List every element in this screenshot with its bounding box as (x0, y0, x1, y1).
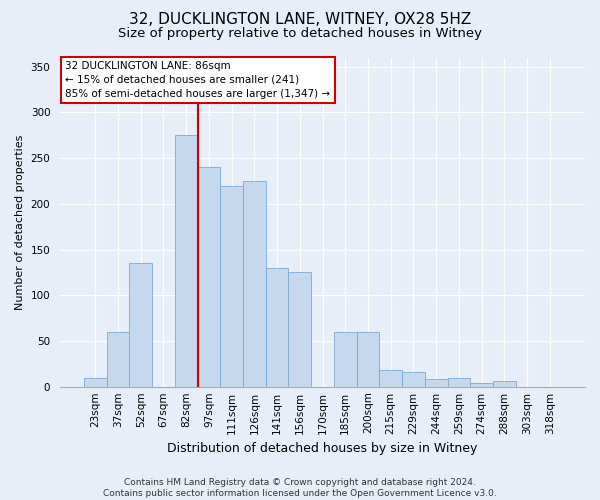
X-axis label: Distribution of detached houses by size in Witney: Distribution of detached houses by size … (167, 442, 478, 455)
Bar (220, 186, 243, 386)
Bar (402, 372, 425, 386)
Bar (197, 167, 220, 386)
Bar (448, 378, 470, 386)
Bar (425, 380, 448, 386)
Bar (289, 272, 311, 386)
Y-axis label: Number of detached properties: Number of detached properties (15, 134, 25, 310)
Bar (334, 332, 356, 386)
Bar (243, 181, 266, 386)
Bar (84, 378, 107, 386)
Bar (130, 263, 152, 386)
Text: Contains HM Land Registry data © Crown copyright and database right 2024.
Contai: Contains HM Land Registry data © Crown c… (103, 478, 497, 498)
Text: Size of property relative to detached houses in Witney: Size of property relative to detached ho… (118, 28, 482, 40)
Bar (175, 135, 197, 386)
Bar (470, 383, 493, 386)
Text: 32, DUCKLINGTON LANE, WITNEY, OX28 5HZ: 32, DUCKLINGTON LANE, WITNEY, OX28 5HZ (129, 12, 471, 28)
Text: 32 DUCKLINGTON LANE: 86sqm
← 15% of detached houses are smaller (241)
85% of sem: 32 DUCKLINGTON LANE: 86sqm ← 15% of deta… (65, 61, 331, 99)
Bar (266, 268, 289, 386)
Bar (379, 370, 402, 386)
Bar (107, 332, 130, 386)
Bar (356, 332, 379, 386)
Bar (493, 381, 515, 386)
